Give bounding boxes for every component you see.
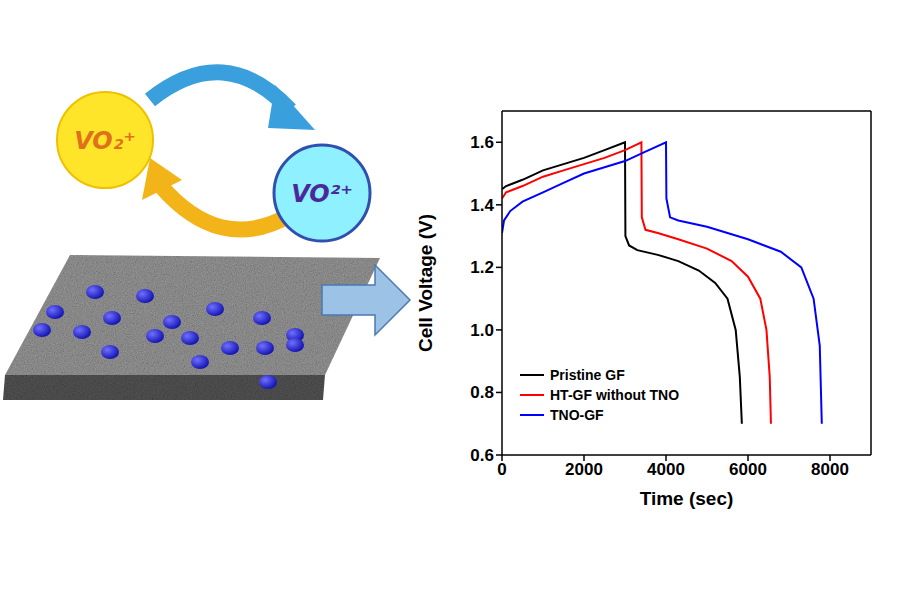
- svg-text:0: 0: [497, 460, 506, 479]
- svg-text:Time (sec): Time (sec): [640, 488, 734, 509]
- svg-text:VO²⁺: VO²⁺: [291, 180, 353, 208]
- html-text:HT-GF without TNO: HT-GF without TNO: [550, 387, 680, 403]
- html-text:TNO-GF: TNO-GF: [550, 407, 604, 423]
- svg-text:VO₂⁺: VO₂⁺: [74, 127, 136, 155]
- svg-text:8000: 8000: [811, 460, 849, 479]
- svg-text:1.6: 1.6: [470, 133, 494, 152]
- svg-text:4000: 4000: [647, 460, 685, 479]
- svg-text:Cell Voltage (V): Cell Voltage (V): [415, 214, 436, 352]
- svg-text:0.6: 0.6: [470, 446, 494, 465]
- html-text:Pristine GF: Pristine GF: [550, 367, 625, 383]
- svg-text:1.2: 1.2: [470, 258, 494, 277]
- svg-text:1.0: 1.0: [470, 321, 494, 340]
- svg-text:0.8: 0.8: [470, 383, 494, 402]
- svg-text:2000: 2000: [565, 460, 603, 479]
- svg-text:6000: 6000: [729, 460, 767, 479]
- svg-text:1.4: 1.4: [470, 196, 494, 215]
